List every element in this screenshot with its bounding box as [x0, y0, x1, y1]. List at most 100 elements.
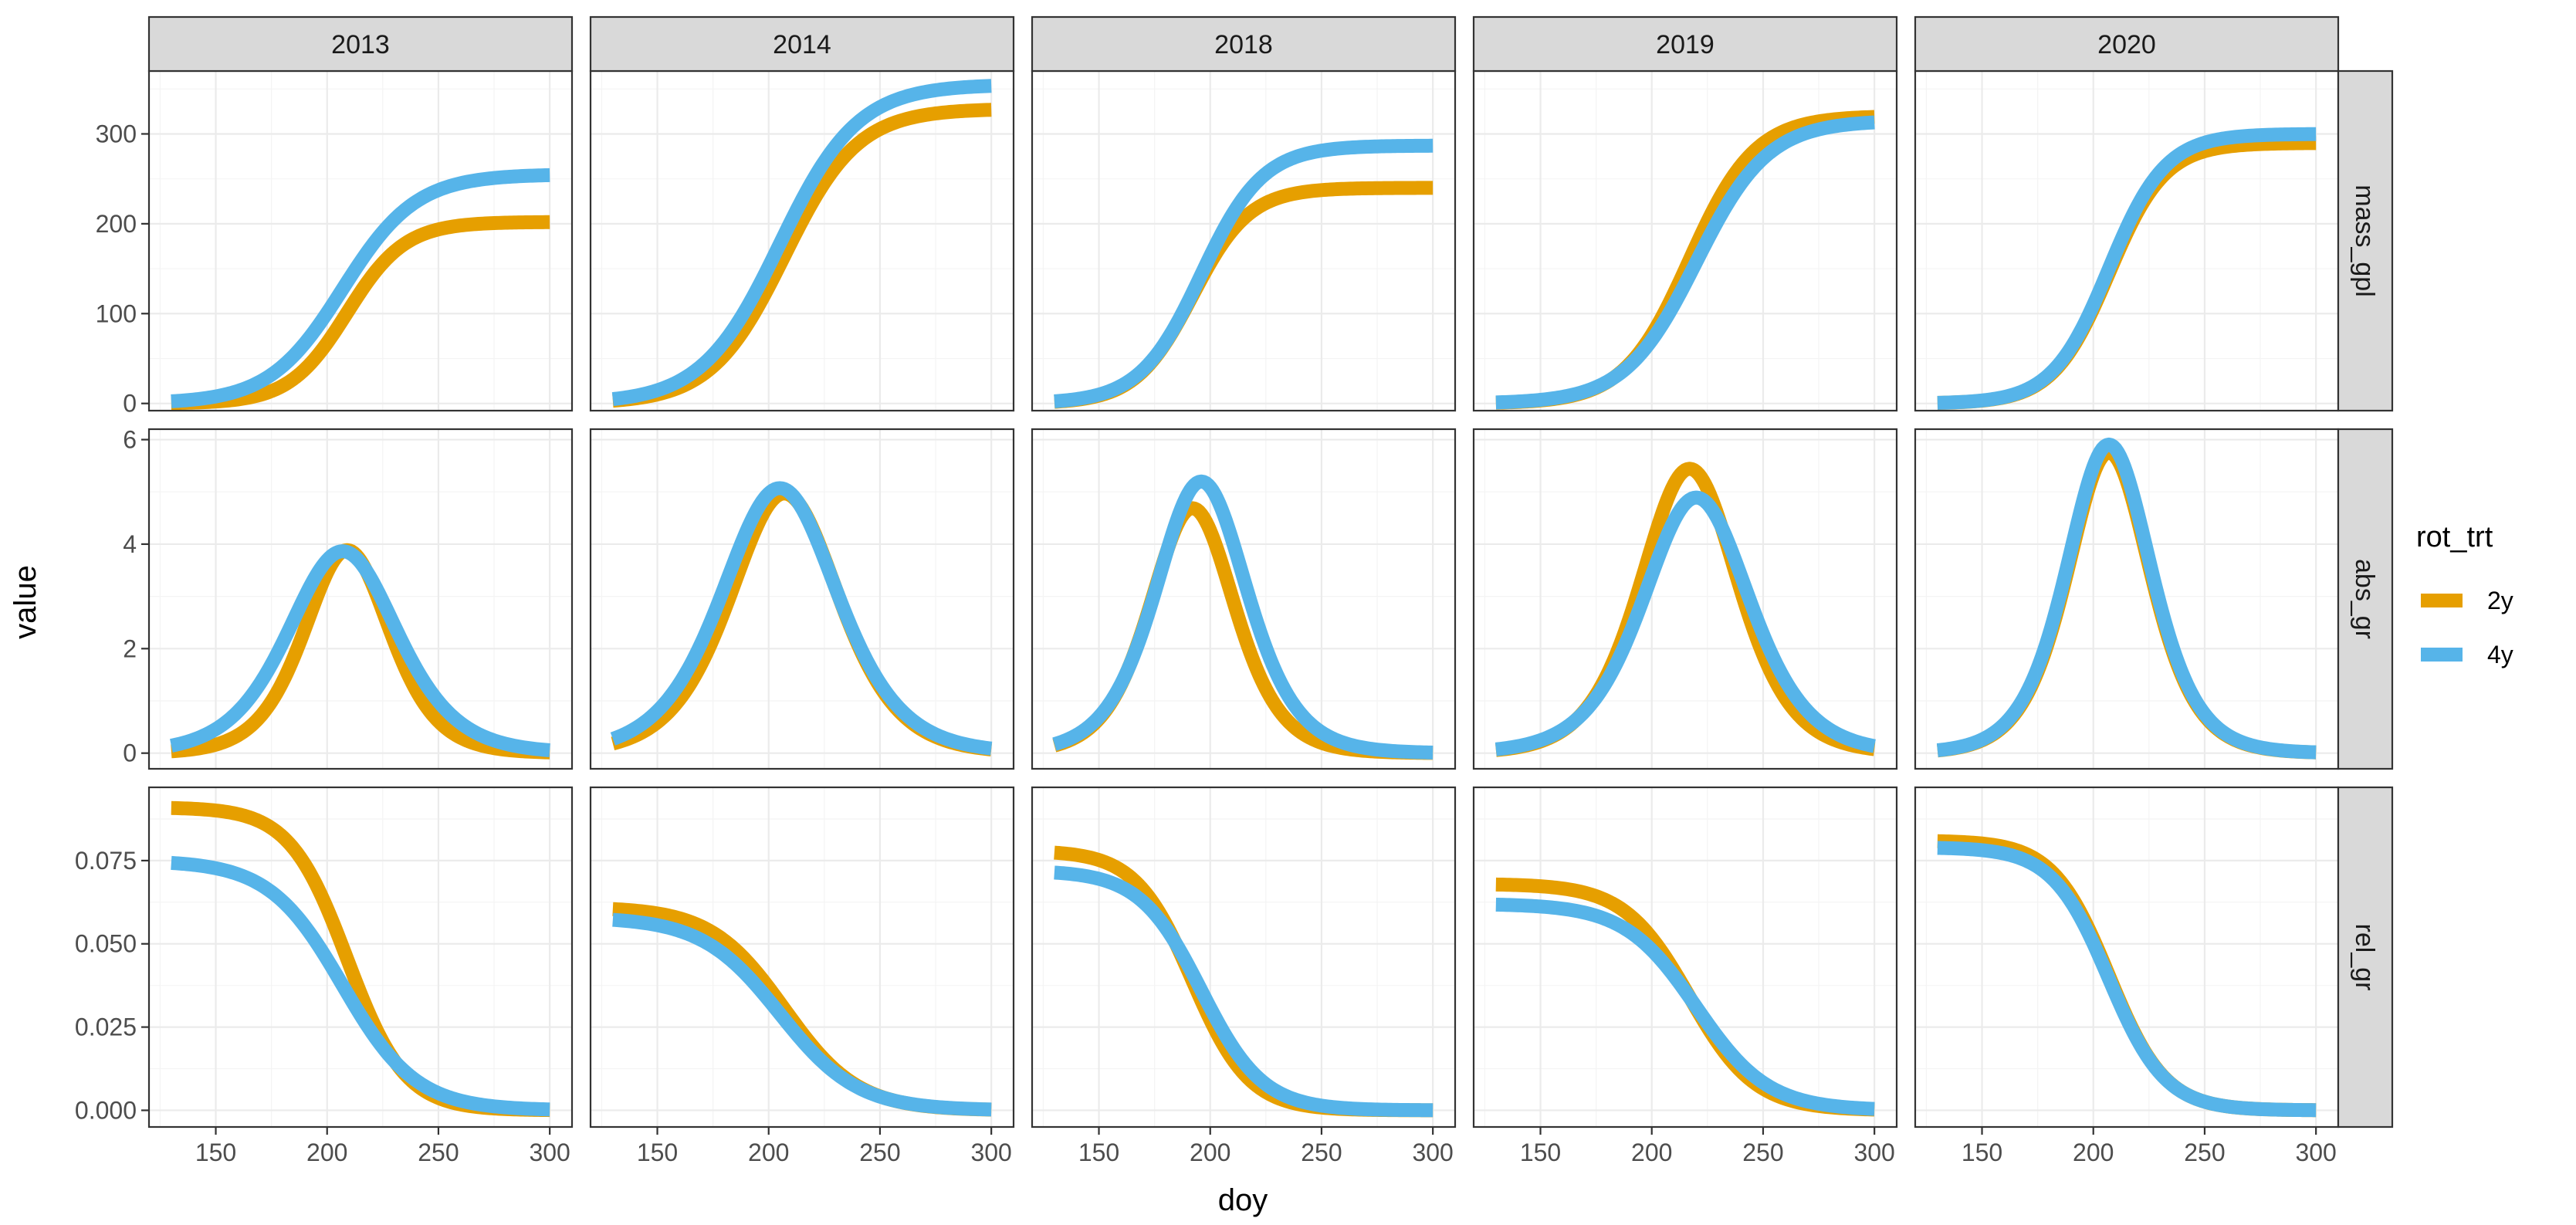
series-line-4y: [1491, 897, 1880, 1116]
x-tick-label: 300: [1412, 1139, 1453, 1166]
legend-label-4y: 4y: [2487, 641, 2513, 668]
panel-background: [1474, 787, 1897, 1127]
column-strip-2013: [147, 15, 574, 73]
strips-layer: 2013 2014 2018 2019 2020 mass_gpl abs_gr rel_gr: [147, 15, 2394, 1129]
x-tick-label: 250: [2184, 1139, 2225, 1166]
y-tick-label: 0: [123, 739, 137, 767]
x-tick-label: 150: [1962, 1139, 2002, 1166]
column-strip-label-2020: 2020: [2097, 30, 2156, 59]
y-tick-label: 0.050: [75, 930, 137, 958]
column-strip-2020: [1914, 15, 2340, 73]
series-line-4y: [166, 855, 555, 1117]
y-tick-label: 2: [123, 634, 137, 662]
panel-background: [149, 429, 572, 769]
x-tick-label: 200: [1631, 1139, 1672, 1166]
row-strip-rel_gr: [2337, 786, 2394, 1129]
panel-2013-mass_gpl: [147, 69, 574, 412]
x-tick-label: 200: [306, 1139, 347, 1166]
panels-layer: [147, 69, 2340, 1129]
x-tick-label: 200: [748, 1139, 789, 1166]
y-tick-label: 100: [96, 299, 137, 327]
x-tick-label: 300: [970, 1139, 1011, 1166]
panel-2018-abs_gr: [1031, 428, 1457, 770]
series-line-2y: [166, 215, 555, 411]
panel-background: [591, 71, 1014, 411]
series-line-4y: [1049, 865, 1438, 1118]
x-tick-label: 250: [1742, 1139, 1783, 1166]
series-line-4y: [1491, 115, 1880, 410]
column-strip-2014: [589, 15, 1015, 73]
panel-2014-mass_gpl: [589, 69, 1015, 412]
panel-background: [591, 787, 1014, 1127]
panel-2013-abs_gr: [147, 428, 574, 770]
x-axis-title: doy: [1218, 1183, 1268, 1217]
series-line-4y: [1049, 474, 1438, 760]
panel-border: [1472, 428, 1898, 770]
x-tick-label: 150: [637, 1139, 678, 1166]
series-line-4y: [1932, 437, 2321, 760]
y-tick-label: 4: [123, 530, 137, 558]
row-strip-label-mass_gpl: mass_gpl: [2350, 184, 2379, 297]
panel-2019-mass_gpl: [1472, 69, 1898, 412]
series-line-4y: [1049, 138, 1438, 408]
panel-2014-rel_gr: [589, 786, 1015, 1129]
x-tick-label: 200: [1190, 1139, 1230, 1166]
y-axis-title: value: [8, 565, 42, 639]
column-strip-label-2018: 2018: [1214, 30, 1273, 59]
column-strip-label-2014: 2014: [773, 30, 831, 59]
x-tick-label: 300: [2295, 1139, 2336, 1166]
x-tick-label: 250: [1301, 1139, 1342, 1166]
x-tick-label: 250: [418, 1139, 459, 1166]
column-strip-2019: [1472, 15, 1898, 73]
x-tick-label: 150: [1078, 1139, 1119, 1166]
panel-background: [1032, 71, 1455, 411]
x-tick-label: 250: [859, 1139, 900, 1166]
x-tick-label: 300: [1853, 1139, 1894, 1166]
panel-2018-rel_gr: [1031, 786, 1457, 1129]
panel-border: [589, 428, 1015, 770]
series-line-4y: [166, 544, 555, 757]
panel-background: [149, 787, 572, 1127]
legend-label-2y: 2y: [2487, 587, 2513, 614]
series-line-4y: [166, 168, 555, 408]
series-line-4y: [1491, 490, 1880, 756]
y-tick-label: 6: [123, 426, 137, 454]
y-tick-label: 0.075: [75, 847, 137, 875]
x-tick-label: 150: [195, 1139, 236, 1166]
panel-2020-mass_gpl: [1914, 69, 2340, 412]
panel-border: [1031, 428, 1457, 770]
column-strip-2018: [1031, 15, 1457, 73]
column-strip-label-2013: 2013: [331, 30, 390, 59]
panel-2013-rel_gr: [147, 786, 574, 1129]
y-tick-label: 0.000: [75, 1096, 137, 1124]
panel-border: [1472, 786, 1898, 1129]
legend: rot_trt 2y 4y: [2416, 521, 2513, 668]
y-tick-label: 200: [96, 210, 137, 238]
panel-2018-mass_gpl: [1031, 69, 1457, 412]
row-strip-label-rel_gr: rel_gr: [2350, 924, 2379, 991]
y-tick-label: 300: [96, 120, 137, 147]
x-tick-label: 300: [529, 1139, 570, 1166]
row-strip-mass_gpl: [2337, 69, 2394, 412]
x-tick-label: 200: [2073, 1139, 2114, 1166]
series-line-4y: [608, 79, 997, 407]
axes-layer: 0 100 200 300 0 2 4 6 0.000 0.025 0.050 0.075 150 200…: [75, 120, 2337, 1166]
panel-border: [589, 786, 1015, 1129]
panel-background: [1474, 429, 1897, 769]
series-line-4y: [608, 481, 997, 756]
panel-background: [149, 71, 572, 411]
legend-title: rot_trt: [2416, 521, 2493, 553]
y-tick-label: 0: [123, 390, 137, 418]
column-strip-label-2019: 2019: [1656, 30, 1715, 59]
series-line-4y: [1932, 841, 2321, 1118]
panel-border: [1031, 786, 1457, 1129]
panel-2014-abs_gr: [589, 428, 1015, 770]
row-strip-label-abs_gr: abs_gr: [2350, 559, 2379, 639]
row-strip-abs_gr: [2337, 428, 2394, 770]
panel-2020-abs_gr: [1914, 428, 2340, 770]
legend-items: 2y 4y: [2421, 587, 2513, 668]
panel-2019-rel_gr: [1472, 786, 1898, 1129]
series-line-4y: [1932, 127, 2321, 410]
series-line-4y: [608, 912, 997, 1117]
